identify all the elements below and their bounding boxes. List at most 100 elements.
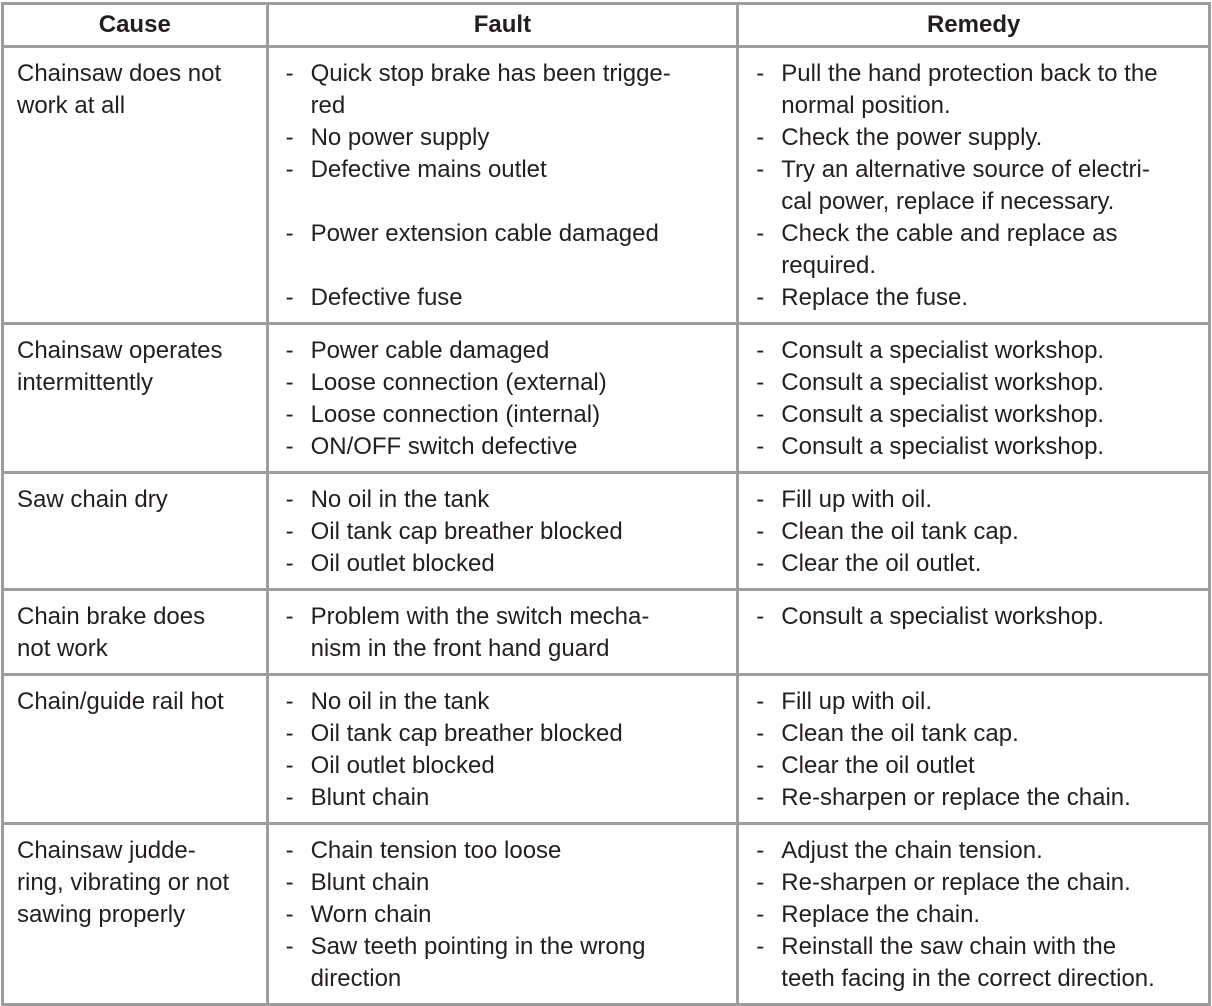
remedy-list: - Consult a specialist workshop. - Consult … bbox=[739, 325, 1208, 471]
remedy-list: - Consult a specialist workshop. bbox=[739, 591, 1208, 641]
remedy-text: Fill up with oil. bbox=[781, 486, 932, 513]
remedy-item: - Clear the oil outlet. bbox=[756, 548, 1204, 580]
remedy-text: Replace the fuse. bbox=[781, 284, 969, 311]
dash-bullet: - bbox=[285, 901, 294, 928]
dash-bullet: - bbox=[285, 401, 294, 428]
dash-bullet: - bbox=[756, 401, 765, 428]
fault-item: - Power cable damaged bbox=[286, 335, 733, 367]
fault-cell: - Power cable damaged - Loose connection (e… bbox=[265, 322, 740, 474]
fault-item: - No power supply bbox=[286, 122, 733, 154]
remedy-text: Consult a specialist workshop. bbox=[781, 401, 1105, 428]
dash-bullet: - bbox=[285, 337, 294, 364]
dash-bullet: - bbox=[285, 550, 294, 577]
fault-item: - Oil outlet blocked bbox=[286, 750, 733, 782]
fault-item: - Loose connection (internal) bbox=[286, 399, 733, 431]
remedy-item: - Check the cable and replace as required… bbox=[756, 218, 1204, 282]
fault-item: - Worn chain bbox=[286, 899, 733, 931]
remedy-item: - Pull the hand protection back to the no… bbox=[756, 58, 1204, 122]
remedy-text: Try an alternative source of electri- ca… bbox=[781, 156, 1150, 215]
dash-bullet: - bbox=[285, 486, 294, 513]
remedy-text: Consult a specialist workshop. bbox=[781, 337, 1105, 364]
fault-text: Oil tank cap breather blocked bbox=[310, 720, 623, 747]
table-row: Saw chain dry - No oil in the tank - Oil tan… bbox=[1, 471, 1211, 591]
dash-bullet: - bbox=[285, 284, 294, 311]
dash-bullet: - bbox=[756, 784, 765, 811]
remedy-item: - Replace the fuse. bbox=[756, 282, 1204, 314]
remedy-cell: - Pull the hand protection back to the no… bbox=[736, 45, 1211, 325]
fault-text: Power cable damaged bbox=[310, 337, 550, 364]
remedy-item: - Clean the oil tank cap. bbox=[756, 718, 1204, 750]
dash-bullet: - bbox=[285, 603, 294, 630]
fault-text: Oil tank cap breather blocked bbox=[310, 518, 623, 545]
fault-item: - Defective mains outlet bbox=[286, 154, 733, 186]
remedy-item: - Replace the chain. bbox=[756, 899, 1204, 931]
cause-cell: Chain/guide rail hot bbox=[1, 673, 269, 825]
header-fault: Fault bbox=[265, 2, 740, 48]
fault-list: - Problem with the switch mecha- nism in … bbox=[269, 591, 737, 673]
fault-text: Blunt chain bbox=[310, 784, 430, 811]
remedy-list: - Fill up with oil. - Clean the oil tank ca… bbox=[739, 474, 1208, 588]
fault-text: Loose connection (internal) bbox=[310, 401, 601, 428]
fault-item: - ON/OFF switch defective bbox=[286, 431, 733, 463]
dash-bullet: - bbox=[756, 124, 765, 151]
cause-cell: Chain brake does not work bbox=[1, 588, 269, 676]
cause-cell: Chainsaw does not work at all bbox=[1, 45, 269, 325]
fault-item: - Quick stop brake has been trigge- red bbox=[286, 58, 733, 122]
cause-cell: Saw chain dry bbox=[1, 471, 269, 591]
remedy-item: - Fill up with oil. bbox=[756, 484, 1204, 516]
table-row: Chain brake does not work - Problem with t… bbox=[1, 588, 1211, 676]
remedy-item: - Consult a specialist workshop. bbox=[756, 367, 1204, 399]
dash-bullet: - bbox=[756, 486, 765, 513]
fault-text: Worn chain bbox=[310, 901, 432, 928]
fault-item: - Loose connection (external) bbox=[286, 367, 733, 399]
dash-bullet: - bbox=[285, 433, 294, 460]
fault-text: ON/OFF switch defective bbox=[310, 433, 578, 460]
remedy-text: Check the cable and replace as required. bbox=[781, 220, 1118, 279]
remedy-item: - Consult a specialist workshop. bbox=[756, 601, 1204, 633]
fault-list: - Quick stop brake has been trigge- red - N… bbox=[269, 48, 737, 322]
fault-item: - Blunt chain bbox=[286, 867, 733, 899]
fault-item: - No oil in the tank bbox=[286, 484, 733, 516]
dash-bullet: - bbox=[756, 369, 765, 396]
remedy-text: Replace the chain. bbox=[781, 901, 981, 928]
dash-bullet: - bbox=[285, 369, 294, 396]
dash-bullet: - bbox=[756, 337, 765, 364]
header-row: Cause Fault Remedy bbox=[1, 2, 1211, 48]
dash-bullet: - bbox=[285, 752, 294, 779]
remedy-item: - Clear the oil outlet bbox=[756, 750, 1204, 782]
remedy-item: - Fill up with oil. bbox=[756, 686, 1204, 718]
remedy-text: Clear the oil outlet bbox=[781, 752, 975, 779]
dash-bullet: - bbox=[756, 284, 765, 311]
fault-cell: - No oil in the tank - Oil tank cap breathe… bbox=[265, 471, 740, 591]
fault-text: Blunt chain bbox=[310, 869, 430, 896]
fault-item: - No oil in the tank bbox=[286, 686, 733, 718]
dash-bullet: - bbox=[285, 688, 294, 715]
fault-item: - Saw teeth pointing in the wrong directi… bbox=[286, 931, 733, 995]
remedy-item: - Consult a specialist workshop. bbox=[756, 399, 1204, 431]
remedy-text: Reinstall the saw chain with the teeth f… bbox=[781, 933, 1155, 992]
fault-text: Power extension cable damaged bbox=[310, 220, 659, 247]
fault-text: Problem with the switch mecha- nism in t… bbox=[310, 603, 650, 662]
remedy-text: Consult a specialist workshop. bbox=[781, 603, 1105, 630]
remedy-text: Clean the oil tank cap. bbox=[781, 720, 1019, 747]
fault-text: No oil in the tank bbox=[310, 688, 490, 715]
remedy-item: - Re-sharpen or replace the chain. bbox=[756, 867, 1204, 899]
remedy-list: - Adjust the chain tension. - Re-sharpen or… bbox=[739, 825, 1208, 1003]
fault-text: Saw teeth pointing in the wrong directio… bbox=[310, 933, 646, 992]
table-row: Chain/guide rail hot - No oil in the tank -… bbox=[1, 673, 1211, 825]
remedy-item: - Try an alternative source of electri- c… bbox=[756, 154, 1204, 218]
dash-bullet: - bbox=[756, 220, 765, 247]
fault-list: - Chain tension too loose - Blunt chain - Wor… bbox=[269, 825, 737, 1003]
fault-item: - Blunt chain bbox=[286, 782, 733, 814]
remedy-text: Clear the oil outlet. bbox=[781, 550, 982, 577]
dash-bullet: - bbox=[285, 220, 294, 247]
fault-text: Chain tension too loose bbox=[310, 837, 562, 864]
dash-bullet: - bbox=[756, 720, 765, 747]
remedy-text: Re-sharpen or replace the chain. bbox=[781, 784, 1131, 811]
dash-bullet: - bbox=[756, 901, 765, 928]
fault-item: - Problem with the switch mecha- nism in … bbox=[286, 601, 733, 665]
fault-cell: - No oil in the tank - Oil tank cap breathe… bbox=[265, 673, 740, 825]
fault-text: Defective fuse bbox=[310, 284, 463, 311]
remedy-text: Consult a specialist workshop. bbox=[781, 433, 1105, 460]
